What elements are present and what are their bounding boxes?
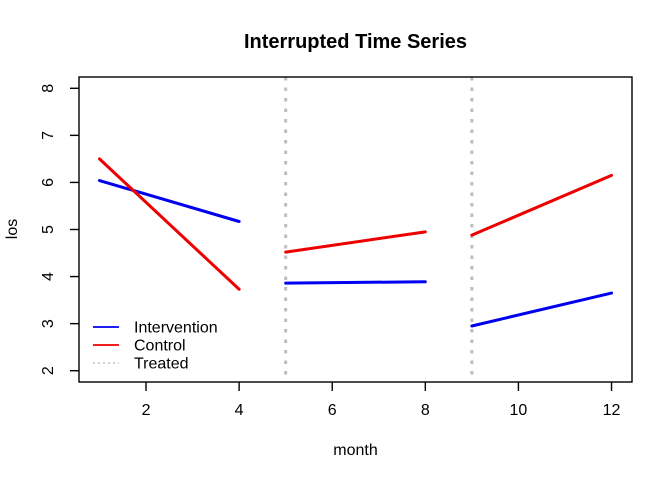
x-axis-label: month: [333, 442, 378, 459]
legend-label-intervention: Intervention: [134, 320, 218, 337]
control-series-line: [470, 173, 614, 237]
y-axis-tick-label: 6: [40, 178, 57, 187]
y-axis-tick-label: 8: [40, 84, 57, 93]
intervention-series-line: [97, 179, 241, 223]
legend-label-control: Control: [134, 338, 186, 355]
x-axis-tick-label: 2: [142, 402, 151, 419]
legend-label-treated: Treated: [134, 356, 189, 373]
y-axis-tick-label: 7: [40, 131, 57, 140]
control-series-line: [97, 157, 241, 291]
y-axis-tick-label: 4: [40, 272, 57, 281]
intervention-series-line: [284, 280, 427, 285]
y-axis-tick-label: 5: [40, 225, 57, 234]
x-axis-tick-label: 6: [328, 402, 337, 419]
y-axis-tick-label: 2: [40, 366, 57, 375]
x-axis-tick-label: 12: [603, 402, 621, 419]
chart-title: Interrupted Time Series: [243, 31, 468, 53]
control-series-line: [284, 230, 427, 254]
intervention-series-line: [470, 291, 614, 328]
y-axis-tick-label: 3: [40, 319, 57, 328]
x-axis-tick-label: 4: [235, 402, 244, 419]
x-axis-tick-label: 8: [421, 402, 430, 419]
x-axis-tick-label: 10: [510, 402, 528, 419]
